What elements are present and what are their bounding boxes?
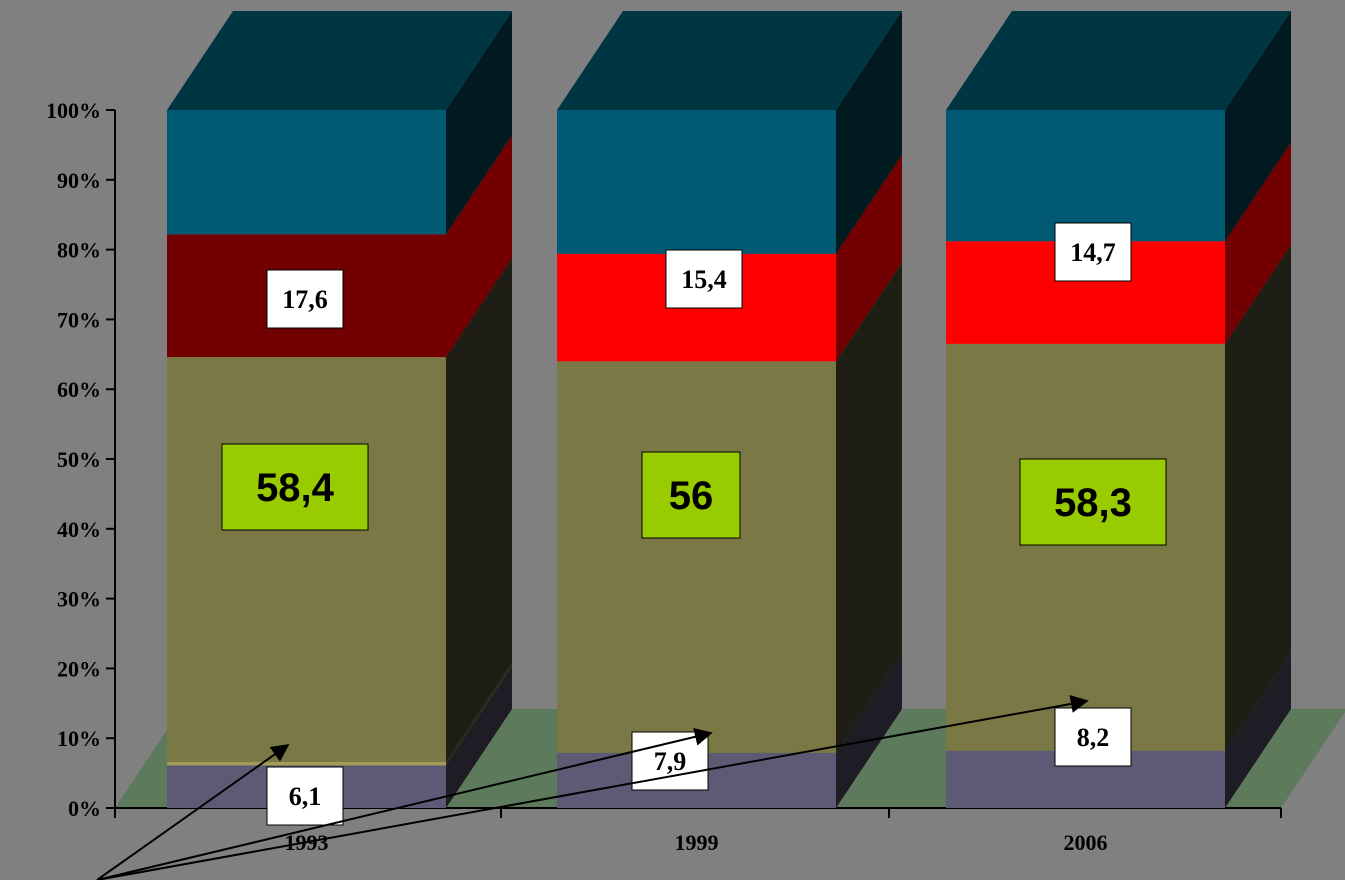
bar-top-face: [557, 11, 902, 110]
data-label: 6,1: [266, 766, 344, 826]
bar-segment: [946, 110, 1225, 242]
data-label-text: 8,2: [1077, 723, 1110, 752]
y-tick-label: 30%: [57, 587, 101, 612]
data-label-text: 15,4: [681, 265, 727, 294]
data-label: 56: [641, 451, 741, 539]
bar-segment: [167, 357, 446, 762]
bar-segment-side: [1225, 11, 1291, 242]
bar-segment: [167, 110, 446, 235]
data-label-text: 58,4: [256, 466, 335, 510]
bar-segment-side: [446, 11, 512, 235]
data-label-text: 56: [669, 474, 714, 518]
y-tick-label: 20%: [57, 656, 101, 681]
data-label: 58,3: [1019, 458, 1167, 546]
bar-segment: [557, 110, 836, 254]
data-label-text: 58,3: [1054, 481, 1132, 525]
y-tick-label: 10%: [57, 726, 101, 751]
y-tick-label: 60%: [57, 377, 101, 402]
annotation-arrow: [96, 728, 713, 880]
y-tick-label: 80%: [57, 238, 101, 263]
data-label-box: [266, 269, 344, 329]
bar-segment: [167, 761, 446, 766]
bar-segment: [946, 343, 1225, 751]
data-label: 8,2: [1054, 707, 1132, 767]
bar-segment-side: [836, 154, 902, 362]
data-label-box: [266, 766, 344, 826]
data-label: 15,4: [665, 249, 743, 309]
bar-top-face: [167, 11, 512, 110]
data-label: 58,4: [221, 443, 369, 531]
bar-stack: [557, 11, 902, 808]
bar-segment-side: [836, 653, 902, 808]
bar-segment-side: [446, 135, 512, 358]
annotation-arrow: [96, 743, 290, 880]
data-labels: 6,1 7,9 8,2 58,4 56 58,3 17,6 15,4 14,7: [221, 222, 1167, 826]
bar-segment-side: [1225, 244, 1291, 751]
data-label-text: 17,6: [282, 285, 328, 314]
bar-segment-side: [446, 258, 512, 762]
x-category-label: 2006: [1064, 830, 1108, 855]
y-tick-label: 50%: [57, 447, 101, 472]
data-label: 17,6: [266, 269, 344, 329]
y-tick-label: 100%: [46, 98, 101, 123]
data-label-box: [641, 451, 741, 539]
y-tick-label: 40%: [57, 517, 101, 542]
bar-stack: [946, 11, 1291, 808]
bar-stack: [167, 11, 512, 808]
annotation-arrow: [96, 695, 1089, 880]
bar-segment-side: [836, 262, 902, 753]
bar-segment-side: [836, 11, 902, 254]
bar-segment-side: [1225, 142, 1291, 344]
data-label: 14,7: [1054, 222, 1132, 282]
bar-segment-side: [446, 662, 512, 766]
data-label-text: 6,1: [289, 782, 322, 811]
bar-top-face: [946, 11, 1291, 110]
data-label-box: [665, 249, 743, 309]
bar-segment-side: [1225, 651, 1291, 808]
data-label-box: [1054, 222, 1132, 282]
bar-segment: [557, 361, 836, 753]
data-label-text: 14,7: [1070, 238, 1116, 267]
annotation-arrows: [96, 695, 1089, 880]
axes: 0%10%20%30%40%50%60%70%80%90%100%1993199…: [46, 98, 1282, 855]
bar-segment-side: [446, 666, 512, 808]
data-label-text: 7,9: [654, 747, 687, 776]
data-label-box: [1019, 458, 1167, 546]
data-label-box: [1054, 707, 1132, 767]
y-tick-label: 0%: [68, 796, 101, 821]
x-category-label: 1999: [675, 830, 719, 855]
bars: [167, 11, 1291, 808]
y-tick-label: 70%: [57, 307, 101, 332]
y-tick-label: 90%: [57, 168, 101, 193]
data-label-box: [221, 443, 369, 531]
